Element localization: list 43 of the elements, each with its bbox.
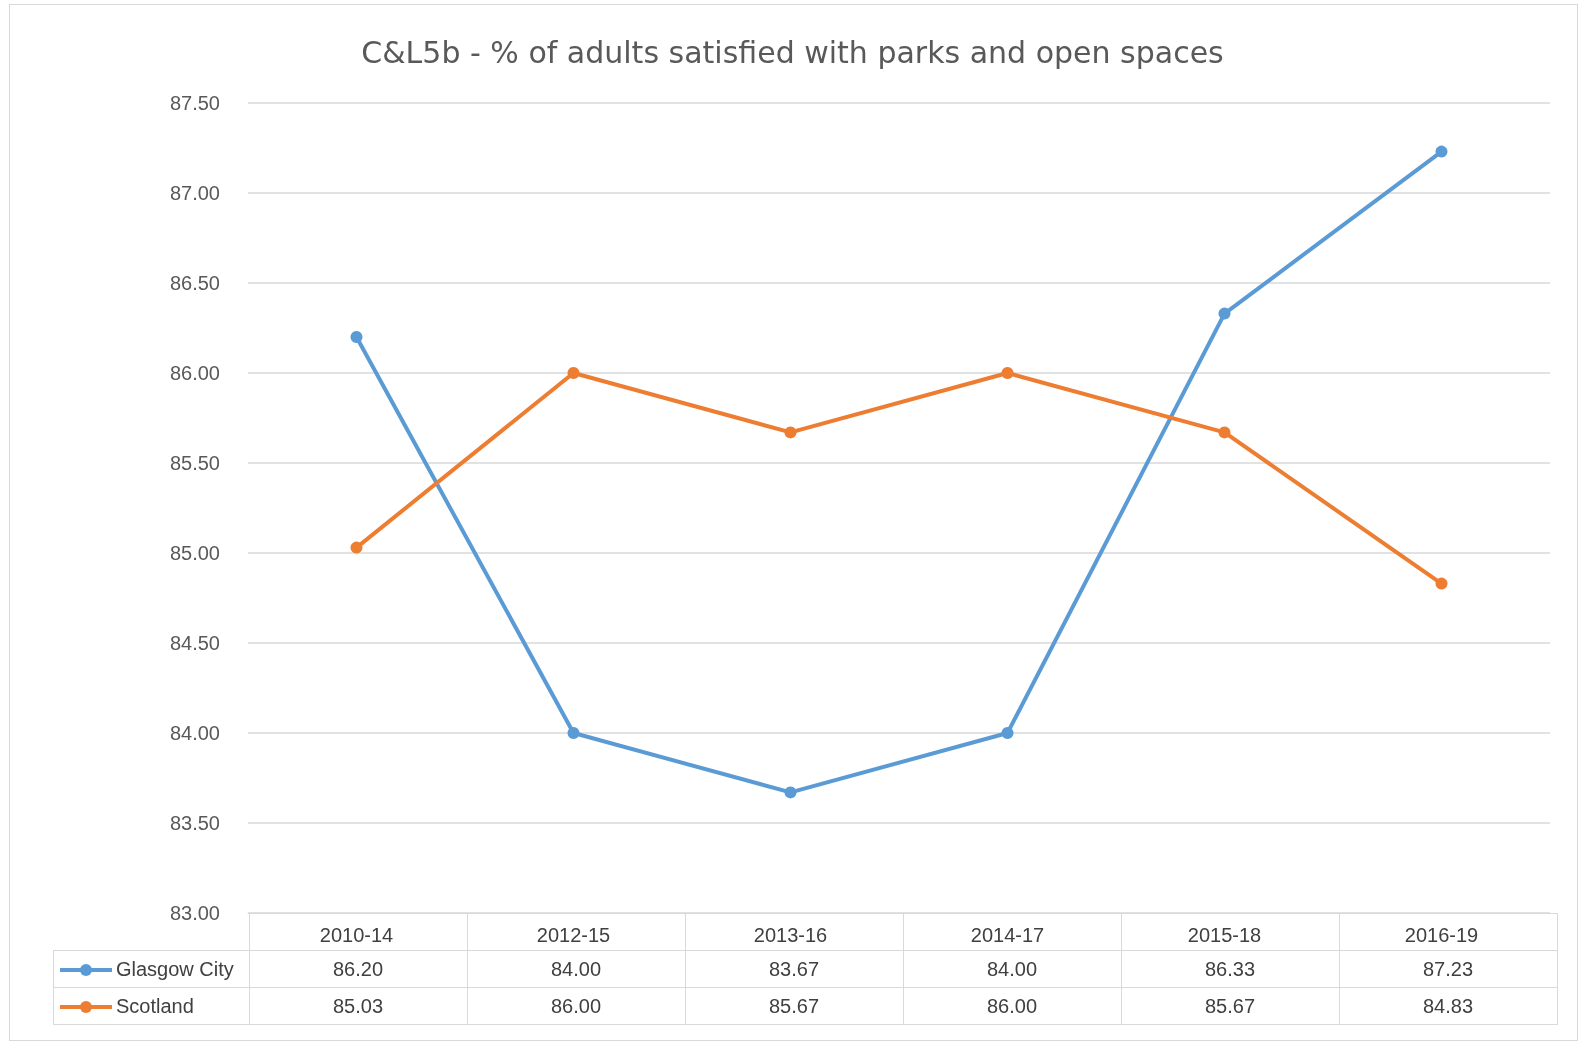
point — [1001, 727, 1014, 739]
y-tick-label: 85.50 — [169, 452, 220, 474]
x-tick-label: 2010-14 — [319, 924, 394, 946]
data-label: 86.33 — [1121, 950, 1339, 988]
data-label: 86.20 — [249, 950, 467, 988]
y-tick-label: 84.00 — [169, 722, 220, 744]
data-label: 85.67 — [1121, 987, 1339, 1025]
chart-title: C&L5b - % of adults satisfied with parks and open spaces — [361, 34, 1224, 70]
y-tick-label: 84.50 — [169, 632, 220, 654]
point — [350, 331, 363, 343]
x-tick-label: 2014-17 — [970, 924, 1045, 946]
y-tick-label: 87.00 — [169, 182, 220, 204]
point — [1435, 577, 1448, 590]
legend-label: Scotland — [116, 994, 194, 1017]
data-label: 84.00 — [467, 950, 685, 988]
data-label: 85.03 — [249, 987, 467, 1025]
x-tick-label: 2012-15 — [536, 924, 611, 946]
y-tick-label: 86.50 — [169, 272, 220, 294]
x-tick-label: 2016-19 — [1404, 924, 1479, 946]
point — [784, 786, 797, 799]
point — [784, 426, 797, 439]
data-label: 87.23 — [1339, 950, 1557, 988]
x-tick-label: 2013-16 — [753, 924, 828, 946]
y-tick-label: 86.00 — [169, 362, 220, 384]
point — [567, 367, 580, 379]
y-tick-label: 83.50 — [169, 812, 220, 834]
point — [1001, 367, 1014, 379]
point — [1435, 145, 1448, 158]
point — [350, 541, 363, 554]
point — [567, 727, 580, 739]
data-label: 85.67 — [685, 987, 903, 1025]
data-label: 83.67 — [685, 950, 903, 988]
y-tick-label: 85.00 — [169, 542, 220, 564]
data-label: 84.83 — [1339, 987, 1557, 1025]
data-label: 86.00 — [903, 987, 1121, 1025]
x-tick-label: 2015-18 — [1187, 924, 1262, 946]
data-label: 84.00 — [903, 950, 1121, 988]
point — [1218, 426, 1231, 439]
y-tick-label: 87.50 — [169, 92, 220, 114]
legend-label: Glasgow City — [116, 957, 234, 980]
y-tick-label: 83.00 — [169, 902, 220, 924]
point — [1218, 307, 1231, 320]
data-label: 86.00 — [467, 987, 685, 1025]
